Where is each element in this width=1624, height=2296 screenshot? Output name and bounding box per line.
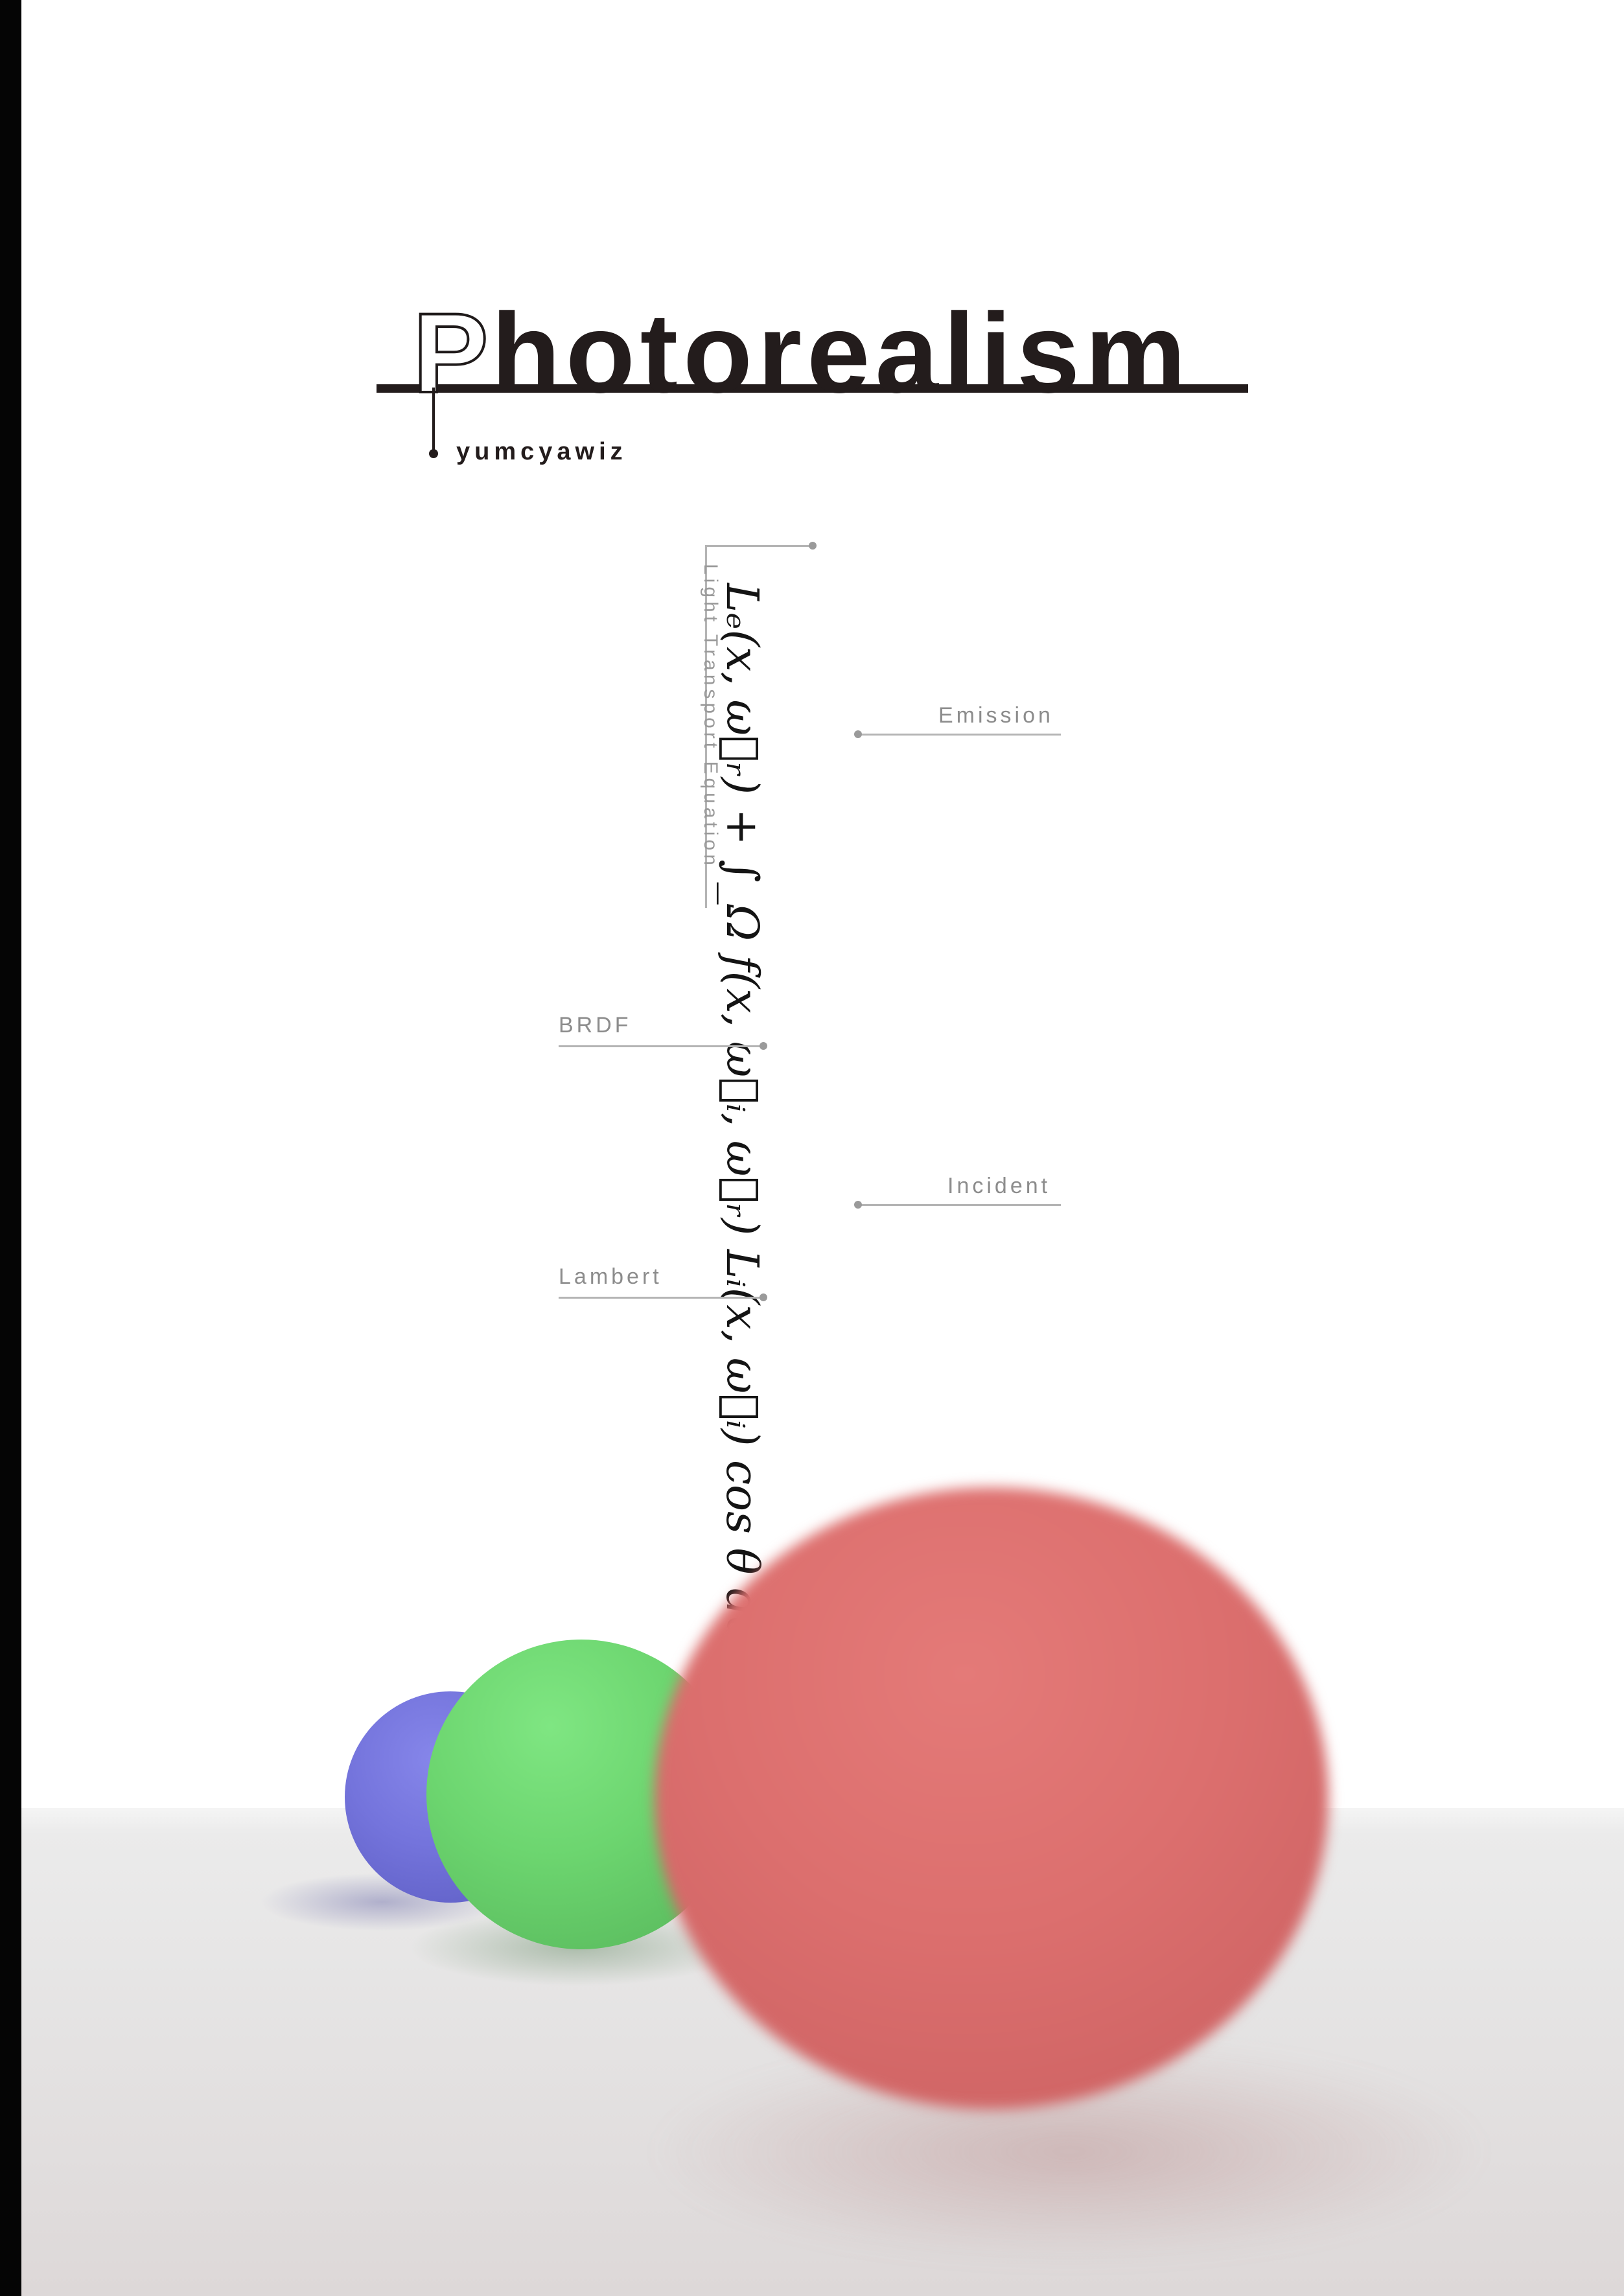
title-text: hotorealism	[491, 290, 1191, 417]
author-name: yumcyawiz	[456, 438, 627, 465]
callout-brdf-label: BRDF	[559, 1013, 632, 1038]
callout-incident-line	[858, 1204, 1061, 1206]
callout-emission-line	[858, 734, 1061, 736]
title-stem-dot	[429, 449, 438, 458]
callout-emission-label: Emission	[938, 703, 1054, 728]
callout-lambert-dot	[760, 1293, 767, 1301]
left-border-bar	[0, 0, 21, 2296]
red-sphere	[655, 1487, 1328, 2109]
callout-lambert-line	[559, 1297, 763, 1299]
callout-lambert-label: Lambert	[559, 1264, 662, 1289]
title-block: P hotorealism yumcyawiz	[375, 285, 1249, 480]
equation-top-line	[706, 545, 813, 547]
callout-brdf-line	[559, 1045, 763, 1047]
title-stem-line	[432, 388, 435, 452]
callout-incident-label: Incident	[947, 1174, 1051, 1198]
callout-emission-dot	[854, 730, 862, 738]
light-transport-equation: Lₑ(x, ω⃗ᵣ) + ∫_Ω f(x, ω⃗ᵢ, ω⃗ᵣ) Lᵢ(x, ω⃗…	[716, 583, 767, 1688]
equation-top-dot	[809, 542, 817, 550]
callout-brdf-dot	[760, 1042, 767, 1050]
equation-label-rule	[705, 545, 707, 908]
title-initial: P	[412, 290, 490, 417]
callout-incident-dot	[854, 1201, 862, 1209]
title-underline	[377, 384, 1248, 393]
